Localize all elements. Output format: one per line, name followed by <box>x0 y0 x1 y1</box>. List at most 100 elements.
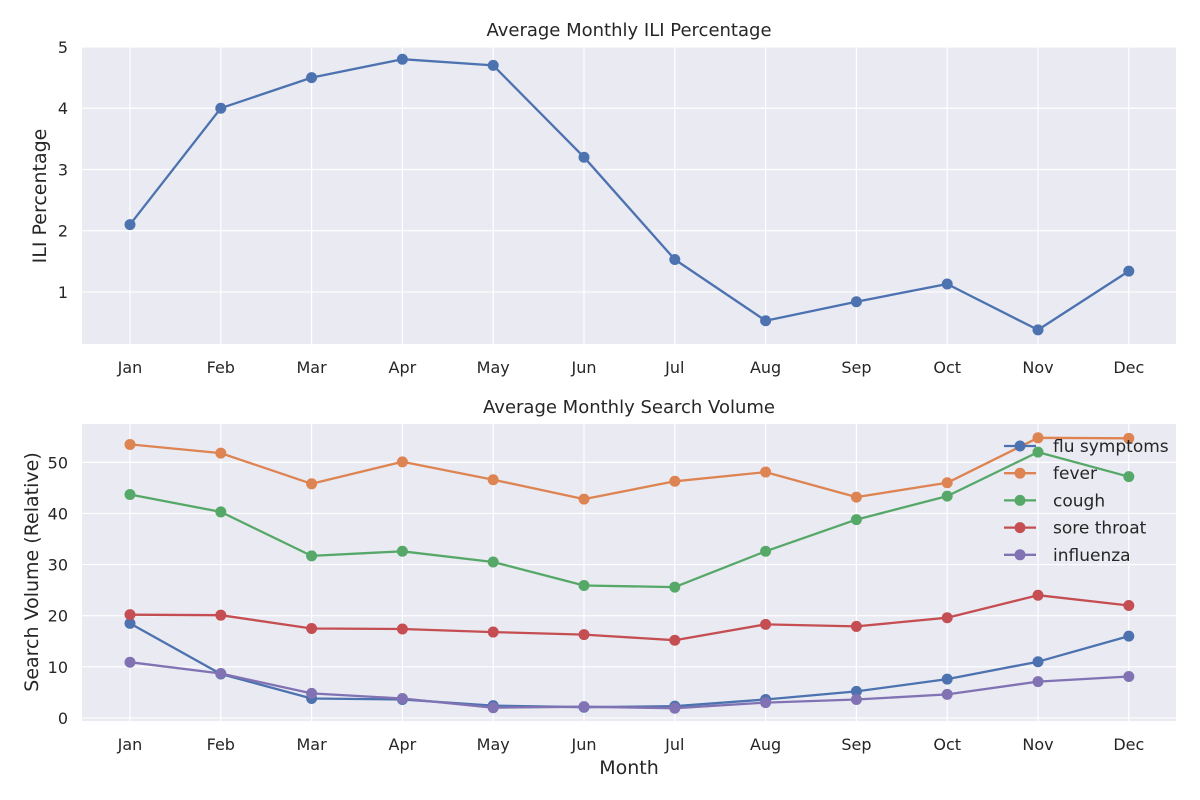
series-sore-throat <box>124 589 1135 646</box>
data-point <box>578 580 590 592</box>
chart-title: Average Monthly ILI Percentage <box>486 20 771 41</box>
data-point <box>850 296 862 308</box>
data-point <box>850 694 862 706</box>
legend-label: sore throat <box>1053 519 1147 539</box>
y-tick-label: 2 <box>58 222 68 241</box>
data-point <box>1123 265 1135 277</box>
x-tick-label: Apr <box>389 735 417 754</box>
x-tick-label: Apr <box>389 358 417 377</box>
data-point <box>578 493 590 505</box>
data-point <box>578 629 590 641</box>
data-point <box>1123 471 1135 483</box>
legend-label: fever <box>1053 464 1097 484</box>
data-point <box>215 447 227 459</box>
legend: flu symptoms fever cough sore throat influen… <box>1004 437 1169 566</box>
y-axis-label: Search Volume (Relative) <box>21 452 43 691</box>
x-tick-label: Sep <box>841 735 871 754</box>
data-point <box>1032 432 1044 444</box>
legend-item-fever: fever <box>1004 464 1097 484</box>
x-tick-label: Jun <box>571 358 597 377</box>
data-point <box>1032 589 1044 601</box>
legend-marker <box>1014 549 1026 561</box>
x-tick-label: Mar <box>297 358 328 377</box>
x-tick-label: Dec <box>1113 358 1144 377</box>
legend-marker <box>1014 522 1026 534</box>
y-tick-label: 50 <box>48 453 68 472</box>
grid <box>82 424 1176 721</box>
x-tick-label: Jan <box>117 735 143 754</box>
data-point <box>941 490 953 502</box>
data-point <box>760 545 772 557</box>
tick-labels: Jan Feb Mar Apr May Jun Jul Aug Sep Oct Nov Dec 0 10 2… <box>48 453 1145 754</box>
data-point <box>850 514 862 526</box>
grid <box>82 46 1176 344</box>
data-point <box>1123 432 1135 444</box>
data-point <box>941 477 953 489</box>
x-tick-label: Oct <box>933 735 961 754</box>
data-point <box>215 102 227 114</box>
data-point <box>1032 676 1044 688</box>
data-point <box>850 685 862 697</box>
x-tick-label: May <box>477 358 510 377</box>
x-tick-label: Jan <box>117 358 143 377</box>
data-point <box>669 475 681 487</box>
series-line-sore-throat <box>129 594 1129 642</box>
x-tick-label: May <box>477 735 510 754</box>
x-tick-label: Dec <box>1113 735 1144 754</box>
series-cough <box>124 446 1135 593</box>
series-line-cough <box>129 450 1130 589</box>
data-point <box>850 491 862 503</box>
chart-title: Average Monthly Search Volume <box>483 397 775 418</box>
legend-item-flu-symptoms: flu symptoms <box>1004 437 1169 457</box>
data-point <box>124 609 136 621</box>
data-point <box>760 697 772 709</box>
data-point <box>306 550 318 562</box>
data-point <box>1032 446 1044 458</box>
data-point <box>1123 630 1135 642</box>
data-point <box>306 687 318 699</box>
search-volume-chart: Jan Feb Mar Apr May Jun Jul Aug Sep Oct Nov Dec 0 10 2… <box>21 397 1176 779</box>
data-point <box>487 626 499 638</box>
legend-item-cough: cough <box>1004 491 1105 511</box>
data-point <box>396 623 408 635</box>
data-point <box>396 53 408 65</box>
data-point <box>215 609 227 621</box>
data-point <box>941 612 953 624</box>
series-layer <box>124 53 1135 336</box>
data-point <box>578 151 590 163</box>
plot-area <box>82 47 1176 344</box>
x-axis-label: Month <box>599 757 659 779</box>
data-point <box>487 474 499 486</box>
y-tick-label: 5 <box>58 38 68 57</box>
data-point <box>941 278 953 290</box>
x-tick-label: Jun <box>571 735 597 754</box>
data-point <box>1123 599 1135 611</box>
y-tick-label: 0 <box>58 709 68 728</box>
x-tick-label: Nov <box>1022 735 1053 754</box>
x-tick-label: Jul <box>664 358 684 377</box>
legend-label: flu symptoms <box>1053 437 1169 457</box>
legend-label: cough <box>1053 491 1105 511</box>
series-line-influenza <box>129 661 1129 710</box>
data-point <box>760 466 772 478</box>
series-line-series-0 <box>129 58 1130 332</box>
series-influenza <box>124 656 1135 714</box>
y-tick-label: 4 <box>58 99 68 118</box>
data-point <box>760 315 772 327</box>
y-axis-label: ILI Percentage <box>29 129 51 264</box>
y-tick-label: 40 <box>48 504 68 523</box>
x-tick-label: Oct <box>933 358 961 377</box>
ili-chart: Jan Feb Mar Apr May Jun Jul Aug Sep Oct Nov Dec 1 2 3 4… <box>29 20 1176 377</box>
data-point <box>306 72 318 84</box>
data-point <box>1032 324 1044 336</box>
data-point <box>941 688 953 700</box>
x-tick-label: Aug <box>750 358 781 377</box>
data-point <box>669 253 681 265</box>
x-tick-label: Feb <box>207 358 235 377</box>
series-series-0 <box>124 53 1135 336</box>
series-layer <box>124 432 1135 714</box>
series-line-fever <box>129 436 1129 501</box>
x-tick-label: Nov <box>1022 358 1053 377</box>
data-point <box>396 545 408 557</box>
